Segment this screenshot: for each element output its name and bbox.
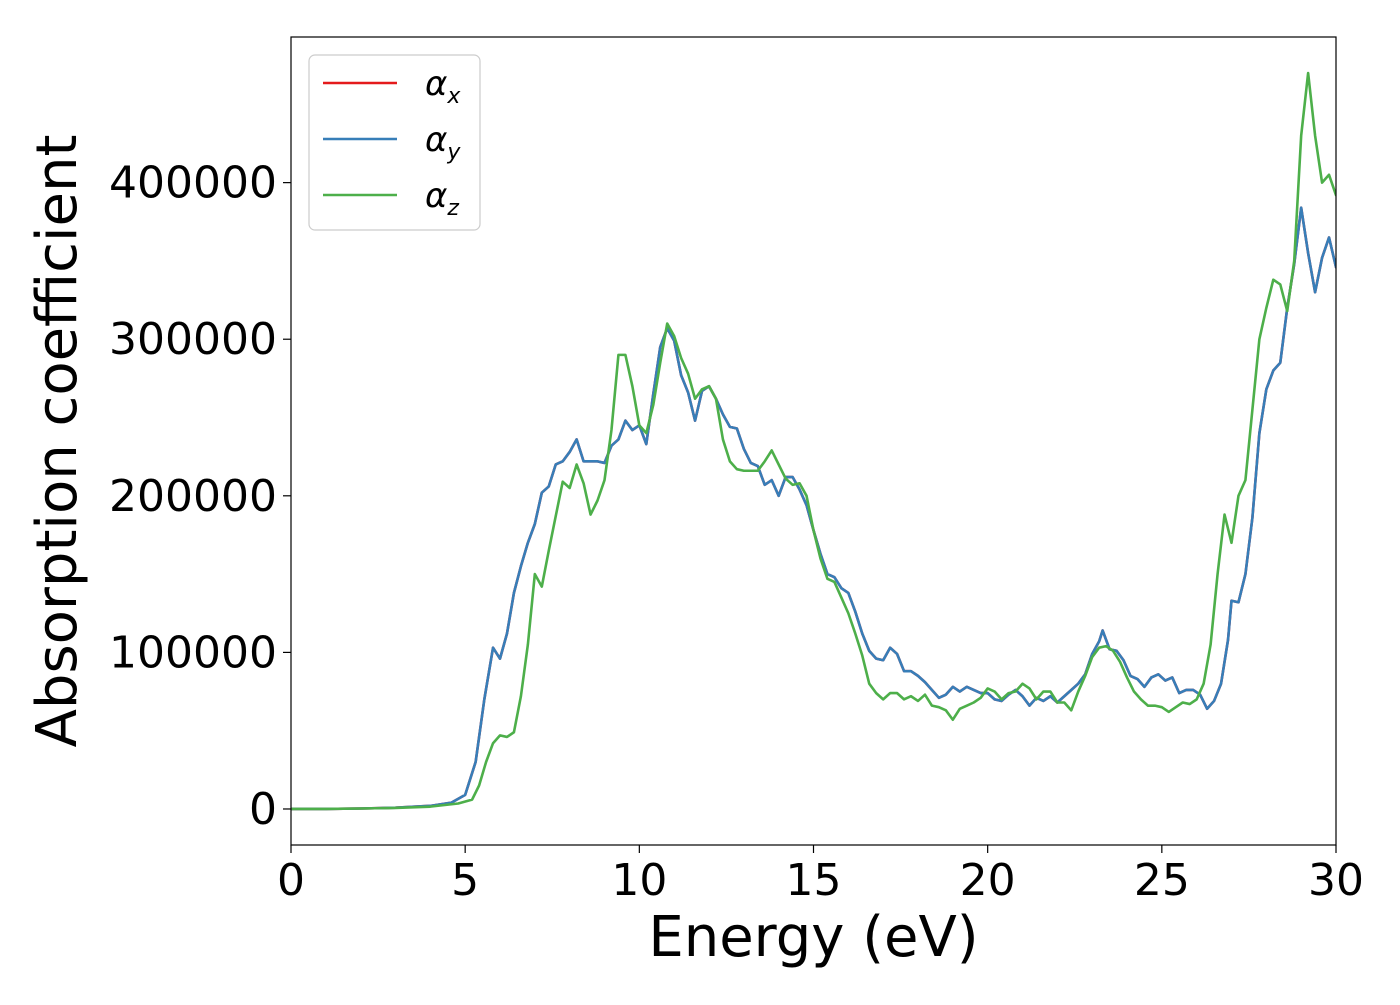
x-tick-label: 10: [611, 855, 667, 906]
x-tick-label: 25: [1134, 855, 1190, 906]
x-tick-label: 5: [451, 855, 479, 906]
x-tick-label: 15: [786, 855, 842, 906]
legend-label-x: αx: [425, 64, 461, 109]
legend: αx αy αz: [308, 54, 481, 231]
y-tick-label: 400000: [109, 158, 277, 209]
ticks-layer: 0 5 10 15 20 25 30 0 100000 200000 300000 400000: [109, 158, 1364, 906]
x-tick-label: 30: [1308, 855, 1364, 906]
series-line-y: [291, 206, 1336, 811]
y-tick-label: 200000: [109, 471, 277, 522]
y-tick-label: 100000: [109, 627, 277, 678]
y-axis-title: Absorption coefficient: [25, 135, 90, 748]
series-layer: [291, 71, 1336, 811]
legend-label-z: αz: [425, 176, 459, 221]
x-tick-label: 20: [960, 855, 1016, 906]
legend-box: [308, 54, 481, 231]
y-tick-label: 300000: [109, 314, 277, 365]
y-tick-label: 0: [249, 784, 277, 835]
x-axis-title: Energy (eV): [648, 905, 978, 970]
x-tick-label: 0: [277, 855, 305, 906]
series-line-z: [291, 71, 1336, 811]
legend-label-y: αy: [425, 120, 461, 165]
